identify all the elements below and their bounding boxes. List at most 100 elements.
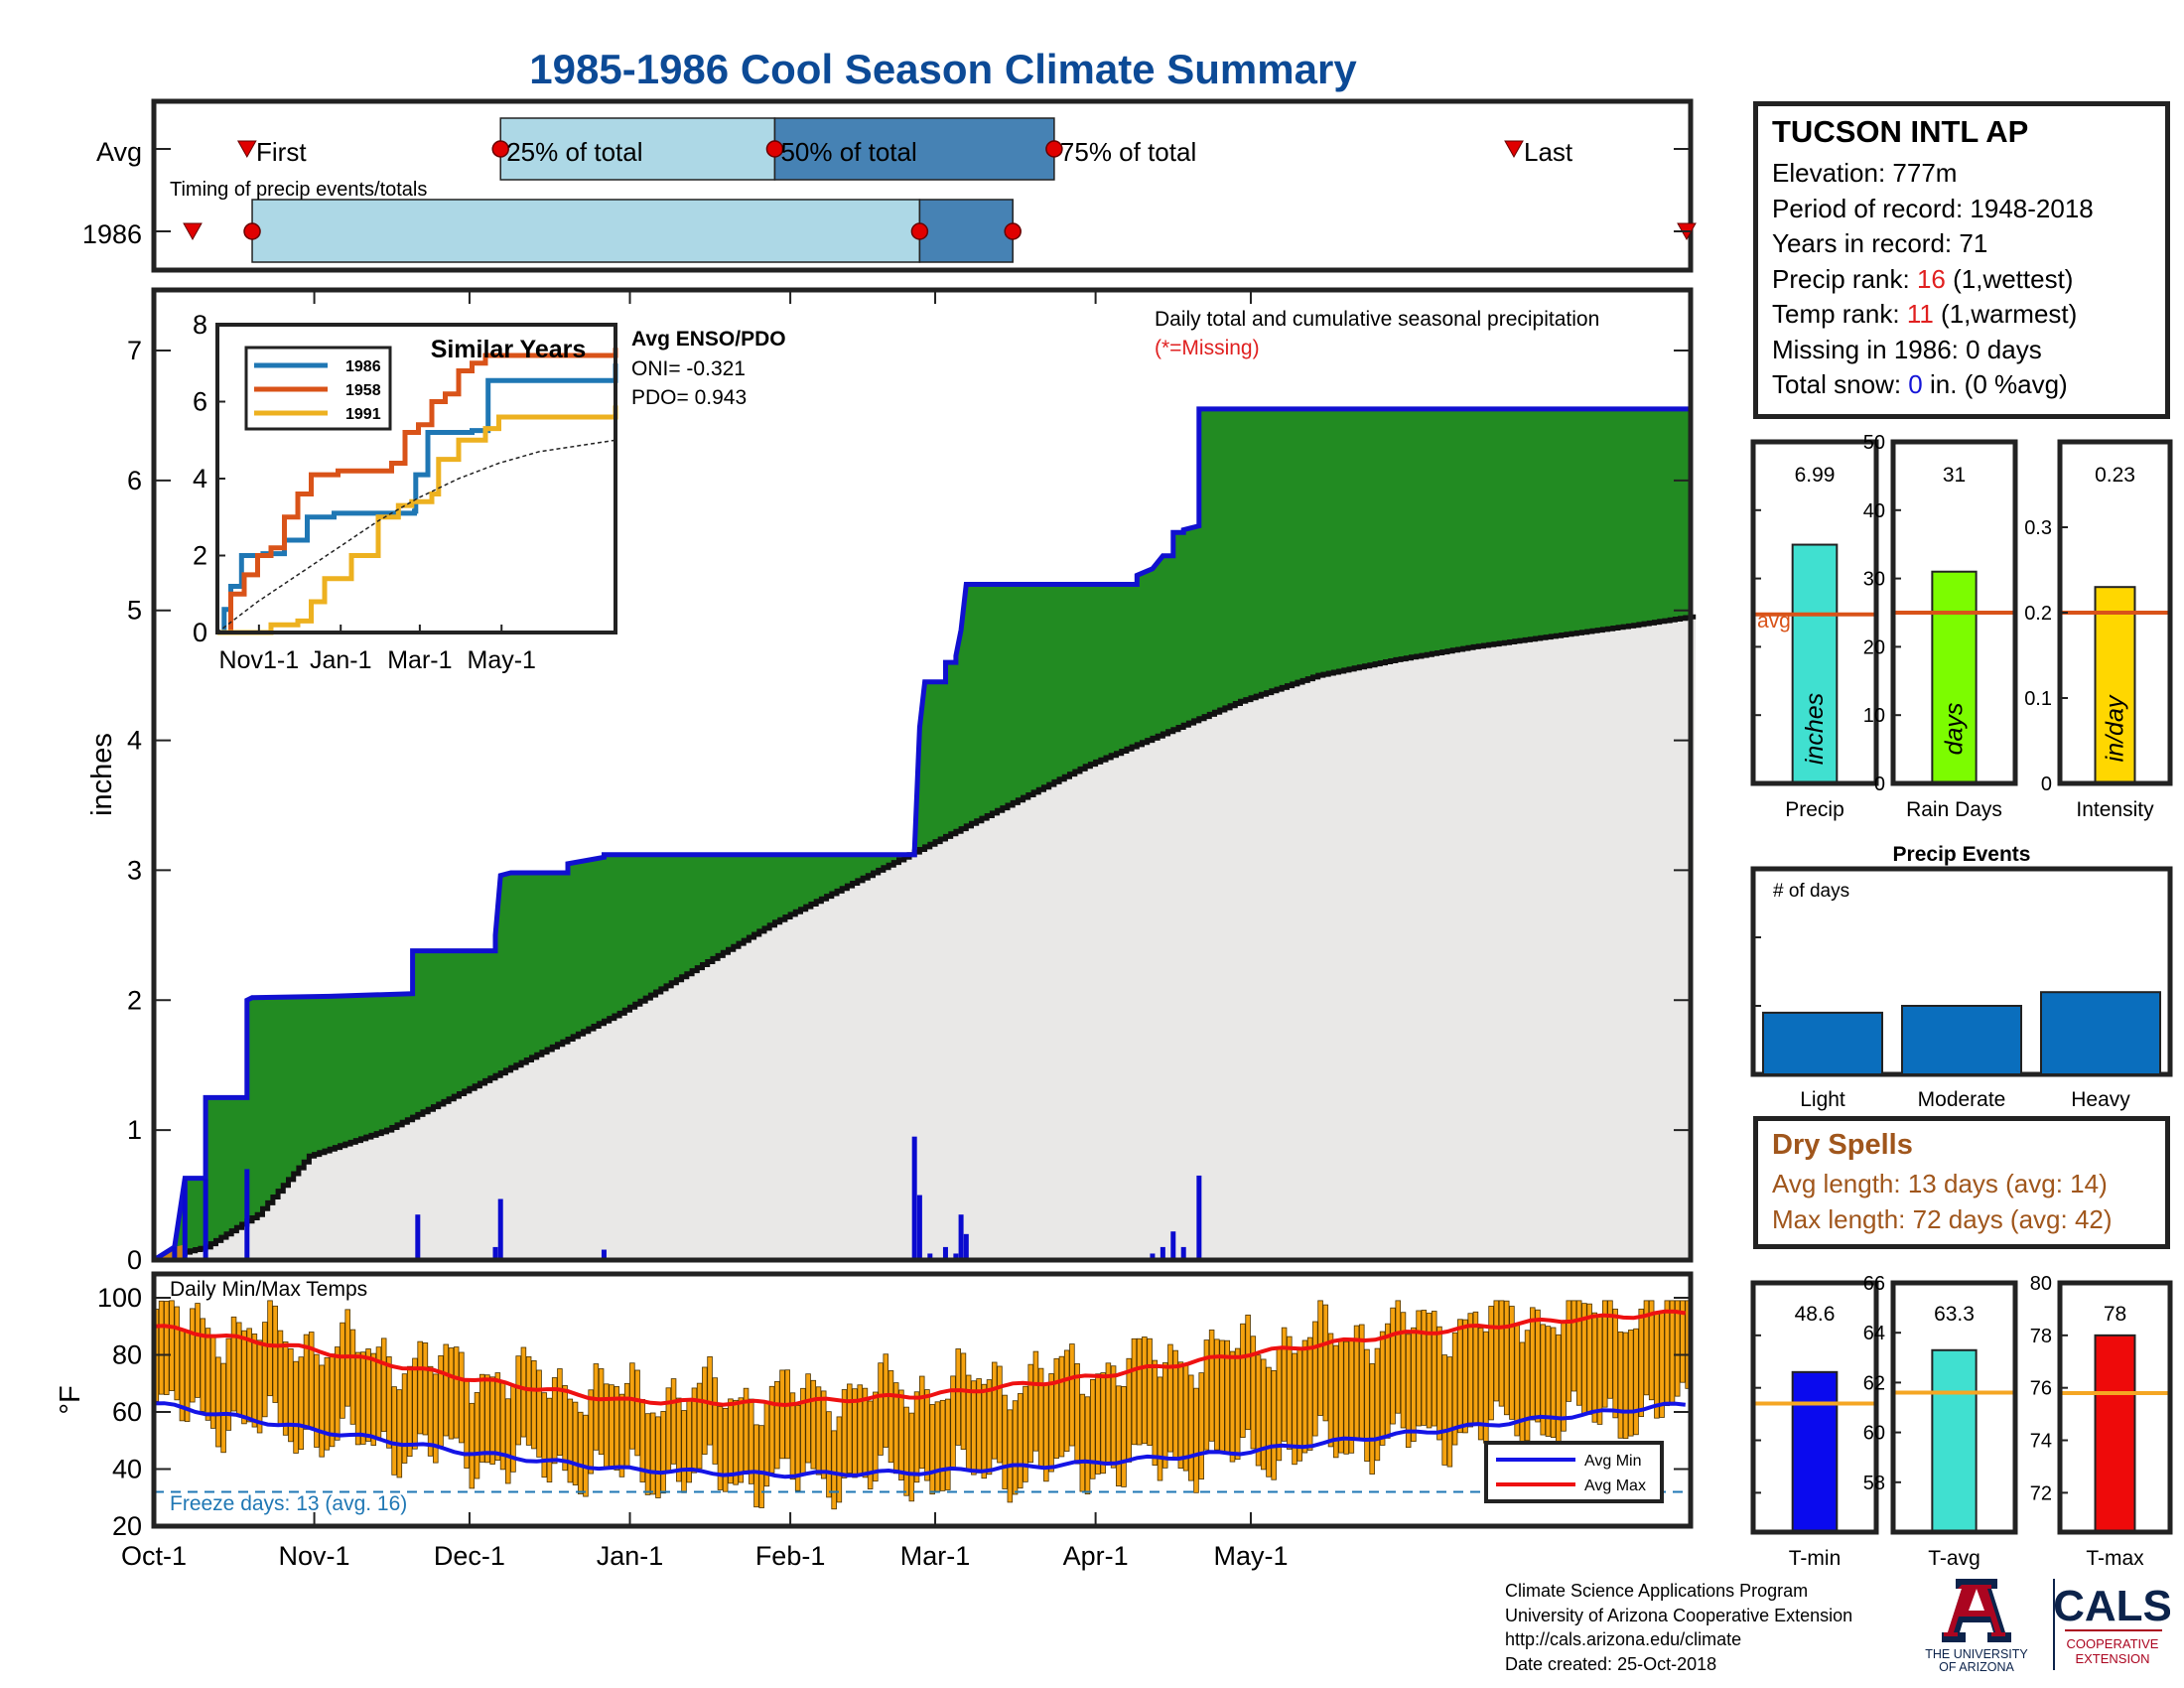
season-total-label: Rain Days — [1906, 798, 2002, 821]
precip-ytick-label: 0 — [127, 1245, 142, 1275]
daily-temp-bar — [164, 1301, 170, 1395]
similar-year-line-average — [216, 439, 616, 633]
precip-ytick-label: 4 — [127, 726, 142, 756]
daily-temp-bar — [349, 1329, 356, 1425]
snow-note: in. (0 %avg) — [1922, 369, 2068, 399]
daily-temp-bar — [1488, 1306, 1494, 1421]
daily-temp-bar — [986, 1379, 993, 1476]
month-label: Dec-1 — [434, 1541, 505, 1571]
daily-temp-bar — [1462, 1319, 1468, 1434]
daily-temp-bar — [272, 1305, 278, 1403]
daily-temp-bar — [1032, 1350, 1039, 1452]
daily-precip-bar — [911, 1136, 917, 1260]
inset-legend-label: 1958 — [345, 382, 381, 399]
precip-avg-label: avg — [1757, 610, 1791, 633]
season-total-ytick-label: 30 — [1863, 569, 1885, 591]
daily-temp-bar — [1053, 1357, 1060, 1460]
timing-avg-25-50-bar — [499, 117, 776, 181]
daily-temp-bar — [1084, 1396, 1091, 1495]
daily-temp-bar — [913, 1391, 920, 1483]
daily-temp-bar — [887, 1370, 894, 1464]
timing-avg-p50-marker — [765, 140, 784, 158]
daily-temp-bar — [1287, 1336, 1293, 1450]
precip-rank-value: 16 — [1916, 263, 1946, 294]
daily-temp-bar — [314, 1353, 320, 1448]
season-total-bar — [1791, 543, 1839, 784]
station-name: TUCSON INTL AP — [1772, 114, 2029, 149]
timing-row-avg-label: Avg — [96, 137, 142, 167]
precip-rank: Precip rank: 16 (1,wettest) — [1772, 262, 2151, 298]
daily-temp-bar — [918, 1375, 925, 1470]
month-label: Feb-1 — [755, 1541, 826, 1571]
daily-temp-bar — [676, 1397, 682, 1482]
daily-temp-bar — [1586, 1303, 1592, 1415]
daily-temp-bar — [924, 1389, 930, 1481]
daily-temp-bar — [629, 1362, 635, 1450]
precip-events-panel: LightModerateHeavy0102030Precip Events# … — [1750, 843, 2173, 1111]
temp-mean-ytick-label: 62 — [1863, 1372, 1885, 1394]
daily-temp-bar — [826, 1411, 832, 1498]
season-total-bar — [1931, 570, 1978, 784]
daily-temp-bar — [939, 1399, 946, 1491]
daily-temp-bar — [728, 1398, 734, 1484]
daily-temp-bar — [1182, 1363, 1189, 1472]
daily-temp-bar — [546, 1397, 553, 1482]
daily-temp-bar — [230, 1316, 237, 1412]
daily-temp-bar — [241, 1330, 247, 1425]
daily-precip-bar — [492, 1246, 498, 1260]
season-total-ytick-label: 0 — [2041, 774, 2052, 795]
daily-temp-bar — [354, 1351, 361, 1446]
daily-temp-bar — [991, 1361, 998, 1460]
daily-temp-bar — [1018, 1393, 1024, 1489]
season-total-frame — [1890, 439, 2018, 786]
temp-frame — [151, 1271, 1694, 1529]
daily-temp-bar — [1343, 1340, 1349, 1455]
daily-temp-bar — [427, 1365, 434, 1457]
daily-temp-bar — [1446, 1356, 1453, 1468]
timing-first-label: First — [256, 137, 307, 167]
daily-temp-bar — [1628, 1330, 1634, 1437]
precip-missing-note: (*=Missing) — [1155, 337, 1260, 359]
daily-temp-bar — [1441, 1354, 1447, 1466]
events-ylabel: # of days — [1773, 881, 1849, 902]
daily-temp-bar — [567, 1398, 574, 1483]
daily-temp-bar — [1161, 1362, 1168, 1469]
daily-temp-bar — [836, 1416, 843, 1503]
temp-mean-value: 63.3 — [1934, 1303, 1975, 1326]
daily-temp-bar — [649, 1412, 656, 1495]
precip-ytick-label: 2 — [127, 985, 142, 1015]
daily-temp-bar — [794, 1404, 801, 1491]
missing-days: Missing in 1986: 0 days — [1772, 334, 2042, 364]
daily-temp-bar — [1669, 1300, 1676, 1403]
station-period: Period of record: 1948-2018 — [1772, 193, 2094, 223]
station-years: Years in record: 71 — [1772, 228, 1988, 258]
daily-temp-bar — [981, 1383, 988, 1479]
precip-rank-note: (1,wettest) — [1945, 263, 2074, 294]
daily-temp-bar — [1674, 1300, 1681, 1397]
daily-temp-bar — [577, 1411, 584, 1494]
daily-temp-bar — [1198, 1372, 1204, 1480]
season-total-ytick-label: 40 — [1863, 500, 1885, 522]
temp-mean-bar — [1931, 1348, 1978, 1534]
daily-temp-bar — [1157, 1376, 1163, 1481]
daily-temp-bar — [324, 1356, 331, 1451]
daily-precip-bar — [182, 1179, 188, 1260]
daily-temp-bar — [174, 1306, 180, 1401]
precip-ylabel: inches — [86, 733, 118, 816]
similar-year-line-1991 — [217, 405, 618, 635]
daily-temp-bar — [1524, 1330, 1531, 1442]
inset-title: Similar Years — [431, 336, 587, 363]
daily-temp-bar — [1348, 1339, 1355, 1454]
daily-temp-bar — [1493, 1300, 1500, 1402]
daily-temp-bar — [1570, 1300, 1577, 1392]
timing-panel: Avg 1986 First 25% of total 50% of total 75% … — [82, 98, 1697, 273]
daily-temp-bar — [997, 1365, 1003, 1464]
daily-temp-bar — [1229, 1350, 1236, 1463]
temp-mean-ytick-label: 64 — [1863, 1323, 1885, 1344]
cals-logo-text: CALS — [2053, 1582, 2170, 1630]
temp-ytick-label: 40 — [112, 1455, 142, 1484]
daily-temp-bar — [908, 1412, 915, 1502]
daily-temp-bar — [660, 1411, 666, 1494]
temp-mean-value: 78 — [2104, 1303, 2126, 1326]
events-bar-heavy — [2040, 991, 2161, 1076]
